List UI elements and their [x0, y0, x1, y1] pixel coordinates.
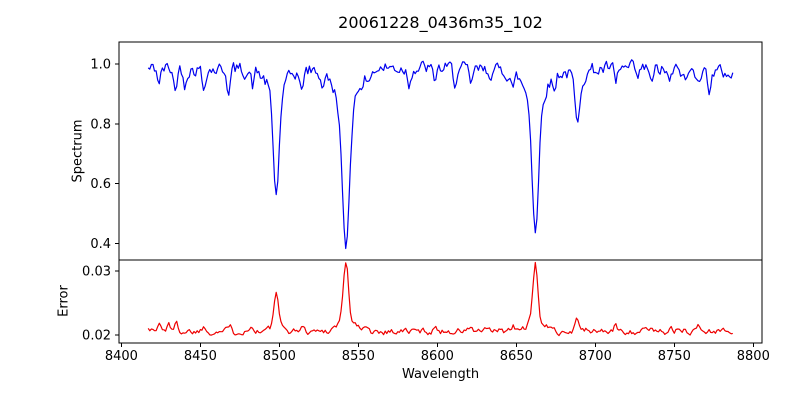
top-axes-frame — [118, 41, 763, 261]
y-axis-label-spectrum: Spectrum — [70, 119, 86, 183]
spectrum-line — [147, 59, 734, 250]
x-axis: 8400 8450 8500 8550 8600 8650 8700 8750 8800 — [105, 343, 770, 364]
x-axis-label: Wavelength — [401, 367, 480, 382]
x-tick-label: 8600 — [421, 349, 454, 364]
y-tick-label: 0.6 — [90, 177, 111, 192]
x-tick-label: 8450 — [184, 349, 217, 364]
y-tick-label: 0.02 — [82, 328, 111, 343]
y-axis-label-error: Error — [56, 285, 72, 317]
x-tick-label: 8800 — [737, 349, 770, 364]
x-tick-label: 8550 — [342, 349, 375, 364]
y-tick-label: 1.0 — [90, 57, 111, 72]
spectrum-axes: 0.4 0.6 0.8 1.0 — [90, 41, 763, 261]
x-tick-label: 8700 — [579, 349, 612, 364]
y-tick-label: 0.03 — [82, 264, 111, 279]
x-tick-label: 8650 — [500, 349, 533, 364]
error-axes: 0.02 0.03 — [82, 259, 763, 344]
x-tick-label: 8400 — [105, 349, 138, 364]
y-tick-label: 0.4 — [90, 237, 111, 252]
chart-title: 20061228_0436m35_102 — [338, 13, 543, 32]
y-tick-label: 0.8 — [90, 117, 111, 132]
bottom-axes-frame — [118, 259, 763, 344]
error-line — [147, 261, 733, 337]
x-tick-label: 8750 — [658, 349, 691, 364]
x-tick-label: 8500 — [263, 349, 296, 364]
